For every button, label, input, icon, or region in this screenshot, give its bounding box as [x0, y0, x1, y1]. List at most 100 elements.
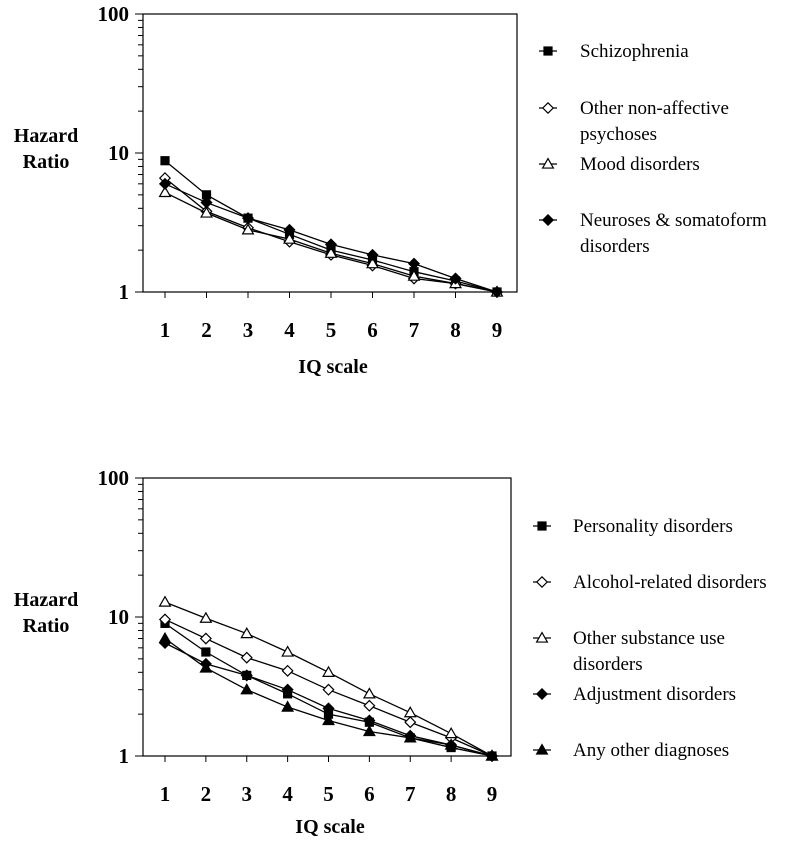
y-axis-label: Ratio [23, 615, 70, 637]
legend-marker [541, 157, 555, 169]
legend-label: Mood disorders [580, 154, 700, 175]
data-point-marker [366, 248, 379, 261]
data-point-marker [158, 595, 172, 607]
data-point-marker [362, 724, 376, 737]
x-tick-label: 7 [405, 782, 416, 806]
data-point-marker [407, 257, 421, 270]
data-point-marker [444, 738, 458, 750]
y-tick-label: 10 [108, 605, 129, 629]
data-point-marker [199, 611, 213, 623]
x-tick-label: 4 [284, 318, 295, 342]
data-point-marker [240, 669, 253, 682]
x-tick-label: 5 [323, 782, 334, 806]
x-tick-label: 1 [160, 782, 171, 806]
chart-top: 1 10 100 1 2 3 4 5 6 7 8 9 Hazard Ratio IQ scale Schizo… [14, 2, 767, 378]
legend-label: Adjustment disorders [573, 684, 736, 705]
legend-label: Other non-affective [580, 98, 729, 119]
legend-marker [535, 743, 549, 755]
data-point-marker [403, 706, 417, 718]
data-point-marker [241, 212, 255, 225]
legend-marker [537, 521, 547, 531]
data-point-marker [283, 232, 296, 244]
data-point-marker [324, 238, 338, 251]
data-point-marker [322, 702, 335, 715]
legend-marker [541, 101, 555, 115]
legend-marker [535, 631, 549, 643]
y-tick-label: 1 [119, 280, 130, 304]
data-point-marker [490, 285, 504, 299]
y-tick-label: 1 [119, 744, 130, 768]
x-tick-label: 6 [367, 318, 378, 342]
data-point-marker [158, 177, 172, 190]
x-tick-label: 3 [242, 782, 253, 806]
data-point-marker [200, 196, 213, 209]
data-point-marker [241, 223, 255, 235]
legend-label: Alcohol-related disorders [573, 572, 767, 593]
x-tick-label: 5 [326, 318, 337, 342]
legend-marker [535, 575, 549, 589]
data-point-marker [366, 257, 379, 269]
y-axis-label: Ratio [23, 151, 70, 173]
x-tick-label: 8 [450, 318, 461, 342]
data-point-marker [240, 651, 253, 664]
data-point-marker [201, 647, 211, 657]
x-axis-label: IQ scale [298, 356, 368, 378]
legend-marker [541, 213, 555, 227]
x-tick-label: 9 [487, 782, 498, 806]
y-tick-label: 10 [108, 141, 129, 165]
y-axis-label: Hazard [14, 589, 78, 611]
data-point-marker [281, 664, 294, 677]
x-tick-label: 4 [282, 782, 293, 806]
series-line [164, 160, 498, 293]
data-point-marker [240, 683, 254, 695]
data-point-marker [201, 190, 212, 200]
legend-label: Any other diagnoses [573, 740, 729, 761]
y-tick-label: 100 [98, 2, 130, 26]
data-point-marker [403, 731, 417, 743]
data-point-marker [322, 665, 335, 677]
data-point-marker [324, 246, 338, 258]
data-point-marker [449, 272, 462, 285]
legend-label: disorders [573, 654, 643, 675]
data-point-marker [158, 631, 172, 644]
chart-bottom: 1 10 100 1 2 3 4 5 6 7 8 9 Hazard Ratio IQ scale Person… [14, 466, 767, 838]
x-tick-label: 8 [446, 782, 457, 806]
legend-label: Personality disorders [573, 516, 733, 537]
data-point-marker [199, 661, 213, 673]
data-point-marker [322, 683, 335, 696]
data-point-marker [240, 626, 254, 639]
data-point-marker [281, 700, 295, 712]
legend-label: Neuroses & somatoform [580, 210, 767, 231]
series-line [164, 642, 493, 757]
x-axis-label: IQ scale [295, 816, 365, 838]
data-point-marker [362, 687, 376, 699]
series-line [164, 601, 493, 757]
data-point-marker [444, 726, 458, 739]
legend-label: Other substance use [573, 628, 725, 649]
x-tick-label: 2 [201, 318, 212, 342]
legend-label: Schizophrenia [580, 41, 689, 62]
data-point-marker [363, 699, 376, 712]
data-point-marker [485, 749, 499, 761]
legend-marker [543, 46, 553, 56]
data-point-marker [322, 713, 335, 726]
data-point-marker [281, 683, 294, 696]
data-point-marker [407, 269, 421, 281]
y-tick-label: 100 [98, 466, 130, 490]
x-tick-label: 6 [364, 782, 375, 806]
data-point-marker [158, 613, 172, 626]
data-point-marker [404, 716, 417, 729]
legend-label: psychoses [580, 124, 657, 145]
x-tick-label: 9 [492, 318, 503, 342]
data-point-marker [199, 632, 212, 645]
data-point-marker [281, 645, 295, 657]
legend-label: disorders [580, 236, 650, 257]
y-axis-label: Hazard [14, 125, 78, 147]
data-point-marker [283, 223, 296, 236]
x-tick-label: 7 [409, 318, 420, 342]
data-point-marker [158, 185, 172, 198]
data-point-marker [160, 156, 170, 166]
legend-marker [535, 687, 549, 701]
x-tick-label: 1 [160, 318, 171, 342]
